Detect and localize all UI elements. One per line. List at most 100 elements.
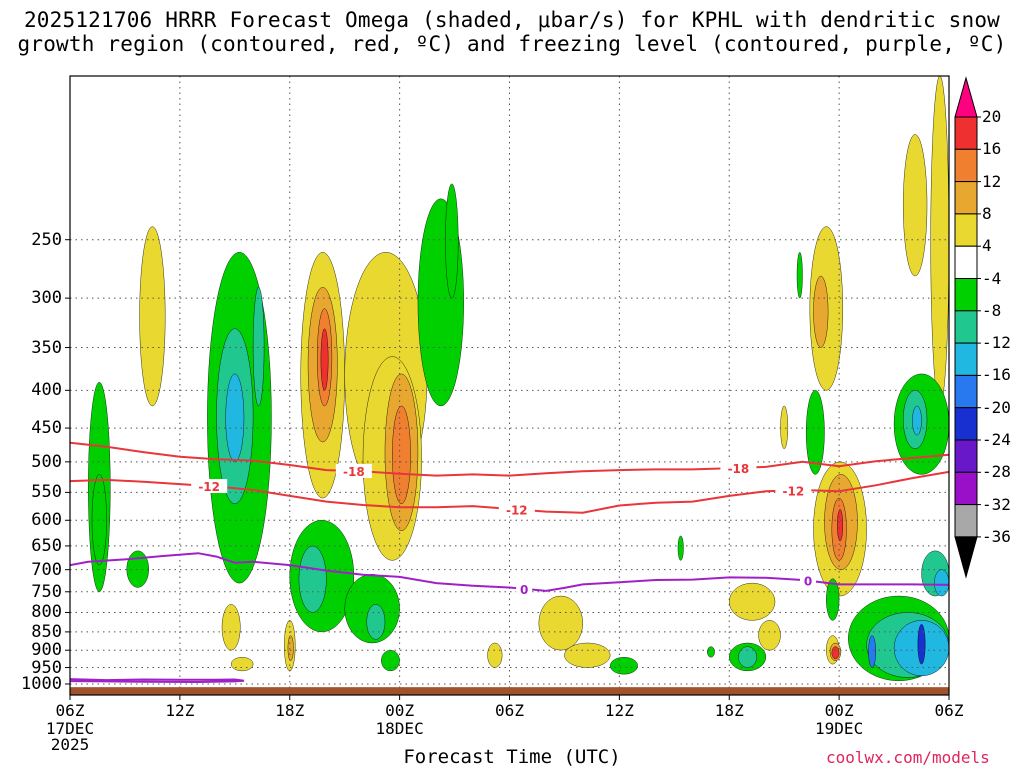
credit-link[interactable]: coolwx.com/models: [826, 748, 990, 767]
colorbar-segment: [954, 278, 978, 312]
colorbar-tick-label: 12: [982, 171, 1002, 191]
omega-shaded-cell: [298, 545, 327, 613]
omega-shaded-cell: [366, 604, 386, 640]
omega-shaded-cell: [758, 620, 781, 651]
colorbar-tick-label: 8: [982, 203, 992, 223]
omega-shaded-cell: [780, 405, 789, 449]
terrain-fill: [70, 687, 949, 695]
x-tick-label: 00Z: [824, 701, 854, 720]
x-tick-date-label: 18DEC: [375, 719, 424, 738]
y-tick-label: 950: [31, 657, 62, 678]
x-tick-date-label: 2025: [50, 735, 90, 754]
colorbar-tick-label: -32: [982, 494, 1011, 514]
y-tick-label: 400: [31, 380, 62, 401]
colorbar-segment: [954, 342, 978, 376]
omega-shaded-cell: [287, 635, 294, 661]
x-tick-label: 18Z: [714, 701, 744, 720]
x-tick-date-label: 17DEC: [45, 719, 95, 738]
contour-label-bg: [516, 581, 533, 596]
omega-shaded-cell: [805, 390, 825, 475]
y-tick-label: 500: [31, 451, 62, 472]
omega-shaded-cell: [930, 76, 949, 407]
colorbar-segment: [954, 374, 978, 409]
omega-shaded-cell: [126, 550, 149, 588]
omega-shaded-cell: [225, 373, 245, 463]
colorbar-tick-label: -16: [982, 365, 1011, 385]
x-axis-label: Forecast Time (UTC): [403, 746, 621, 768]
y-tick-label: 750: [31, 581, 62, 602]
colorbar-segment: [954, 245, 978, 279]
colorbar-segment: [954, 148, 978, 183]
y-tick-label: 300: [31, 288, 62, 309]
contour-label: -18: [343, 465, 365, 479]
x-tick-label: 18Z: [275, 701, 305, 720]
contour-label: -12: [506, 503, 528, 517]
y-tick-label: 450: [31, 418, 62, 439]
omega-shaded-cell: [487, 642, 503, 668]
colorbar-tick-label: -12: [982, 333, 1011, 353]
omega-shaded-cell: [837, 509, 843, 542]
x-tick-label: 06Z: [55, 701, 85, 720]
y-tick-label: 600: [31, 510, 62, 531]
colorbar-tick-label: 4: [982, 236, 992, 256]
x-tick-date-label: 19DEC: [815, 719, 864, 738]
contour-label: -12: [783, 484, 805, 498]
omega-shaded-cell: [868, 635, 876, 668]
contour-label-bg: [720, 460, 757, 475]
colorbar-segment: [954, 213, 978, 247]
omega-shaded-cell: [91, 474, 107, 566]
omega-shaded-cell: [252, 287, 265, 407]
chart-title-line-2: growth region (contoured, red, ºC) and f…: [17, 32, 1007, 56]
contour-label: -18: [728, 462, 750, 476]
colorbar-segment: [954, 439, 978, 473]
omega-shaded-cell: [707, 646, 715, 658]
x-tick-label: 12Z: [165, 701, 195, 720]
colorbar-top-triangle: [954, 76, 978, 118]
y-tick-label: 850: [31, 621, 62, 642]
colorbar-segment: [954, 181, 978, 215]
y-tick-label: 250: [31, 229, 62, 250]
contour-label: 0: [520, 583, 528, 597]
plot-frame: [69, 75, 950, 696]
colorbar-tick-label: 20: [982, 107, 1002, 126]
omega-shaded-cell: [538, 595, 583, 651]
colorbar-segment: [954, 310, 978, 344]
omega-shaded-cell: [831, 646, 840, 660]
contour-label: 0: [804, 575, 812, 589]
colorbar-tick-label: -36: [982, 526, 1011, 546]
x-tick-label: 00Z: [385, 701, 415, 720]
contour-line: [70, 678, 245, 684]
y-tick-label: 900: [31, 640, 62, 661]
colorbar-segment: [954, 504, 978, 538]
colorbar-tick-label: -4: [982, 268, 1002, 288]
colorbar-segment: [954, 471, 978, 506]
contour-label-bg: [191, 479, 228, 494]
x-tick-label: 06Z: [934, 701, 964, 720]
omega-shaded-cell: [564, 642, 611, 668]
x-tick-label: 06Z: [495, 701, 524, 720]
colorbar-tick-label: -20: [982, 397, 1011, 417]
omega-shaded-cell: [729, 582, 776, 621]
contour-line: [70, 552, 949, 592]
y-tick-label: 350: [31, 337, 62, 358]
omega-shaded-cell: [796, 252, 803, 299]
contour-label-bg: [498, 502, 535, 517]
omega-shaded-cell: [934, 569, 949, 597]
omega-shaded-cell: [813, 275, 829, 348]
x-tick-label: 12Z: [604, 701, 634, 720]
colorbar-tick-label: -24: [982, 430, 1011, 449]
y-tick-label: 550: [31, 482, 62, 503]
omega-shaded-cell: [677, 535, 684, 561]
omega-shaded-cell: [320, 328, 329, 391]
omega-shaded-cell: [917, 624, 926, 665]
colorbar-segment: [954, 116, 978, 150]
chart-title-line-1: 2025121706 HRRR Forecast Omega (shaded, …: [23, 8, 1001, 32]
contour-label-bg: [335, 464, 372, 479]
y-tick-label: 1000: [21, 673, 62, 694]
contour-label: -12: [198, 480, 220, 494]
colorbar-tick-label: 16: [982, 139, 1002, 159]
omega-shaded-cell: [230, 657, 254, 672]
omega-shaded-cell: [392, 405, 411, 505]
colorbar-tick-label: -8: [982, 300, 1002, 320]
